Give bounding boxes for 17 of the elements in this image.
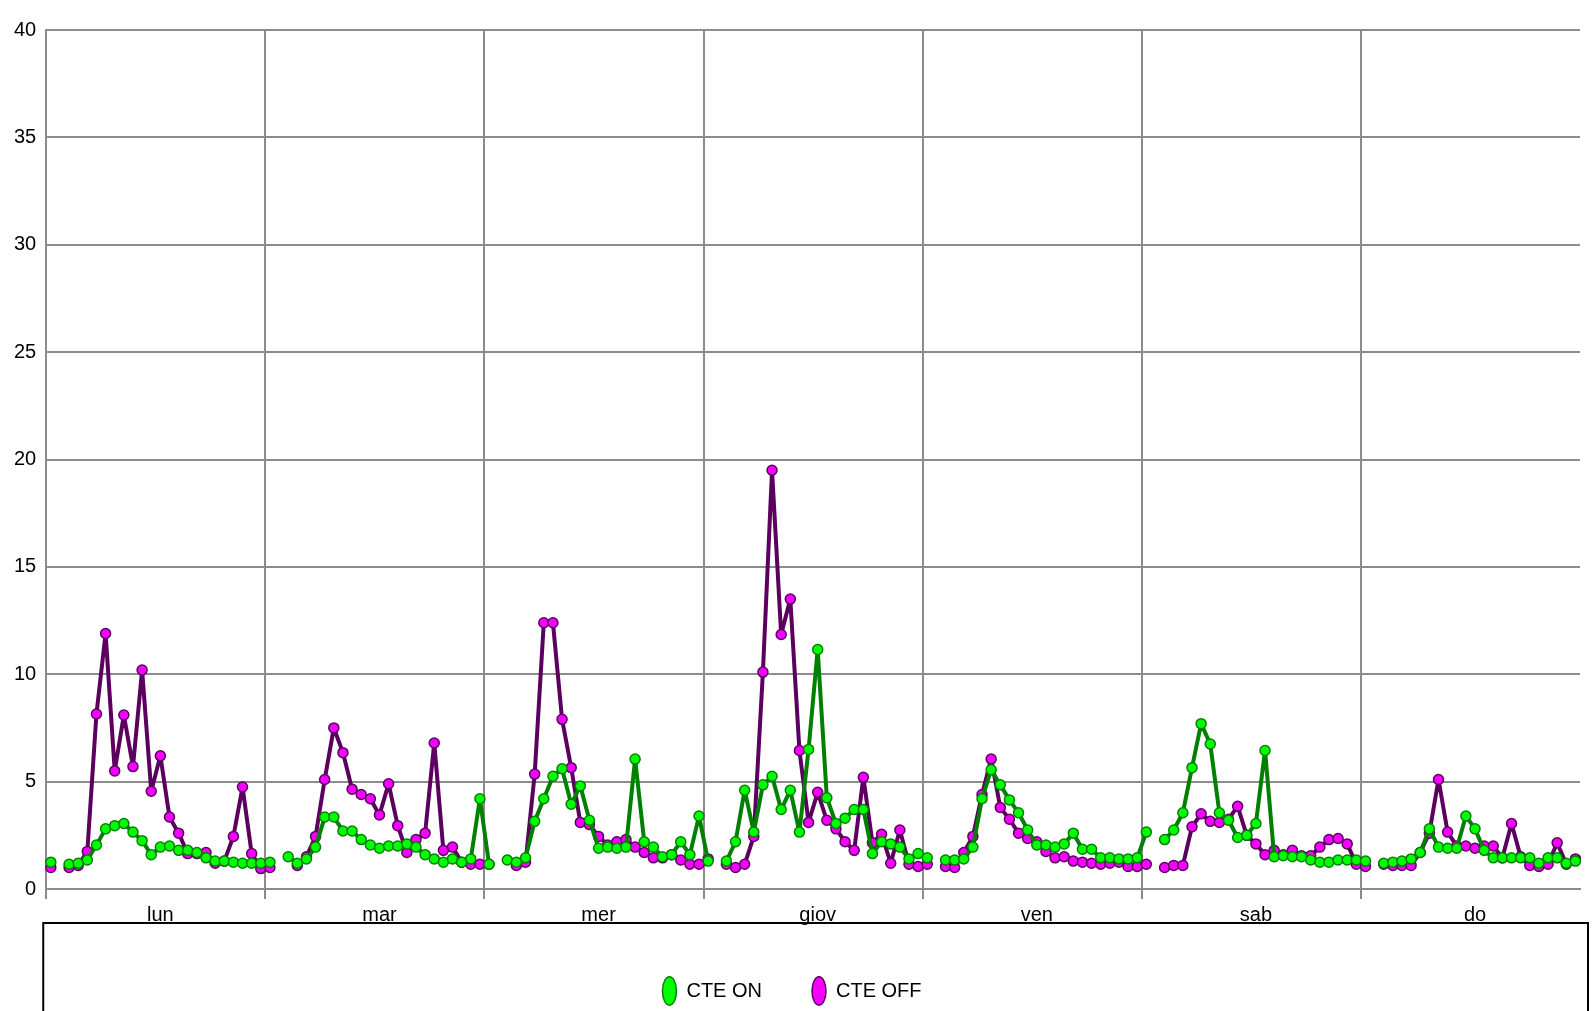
y-tick-label: 15	[14, 554, 37, 577]
y-tick-label: 30	[14, 232, 37, 255]
x-tick-label: do	[1463, 902, 1487, 925]
y-tick-label: 5	[25, 769, 37, 792]
x-tick-label: mer	[581, 902, 617, 925]
y-tick-label: 0	[25, 876, 37, 899]
x-tick-label: mar	[362, 902, 398, 925]
y-tick-label: 20	[14, 447, 37, 470]
legend-label: CTE ON	[686, 978, 763, 1001]
y-tick-label: 35	[14, 124, 37, 147]
x-tick-label: lun	[147, 902, 174, 925]
x-tick-label: ven	[1020, 902, 1053, 925]
y-tick-label: 40	[14, 17, 37, 40]
y-tick-label: 10	[14, 661, 37, 684]
x-tick-label: sab	[1239, 902, 1273, 925]
legend-label: CTE OFF	[836, 978, 922, 1001]
y-tick-label: 25	[14, 339, 37, 362]
